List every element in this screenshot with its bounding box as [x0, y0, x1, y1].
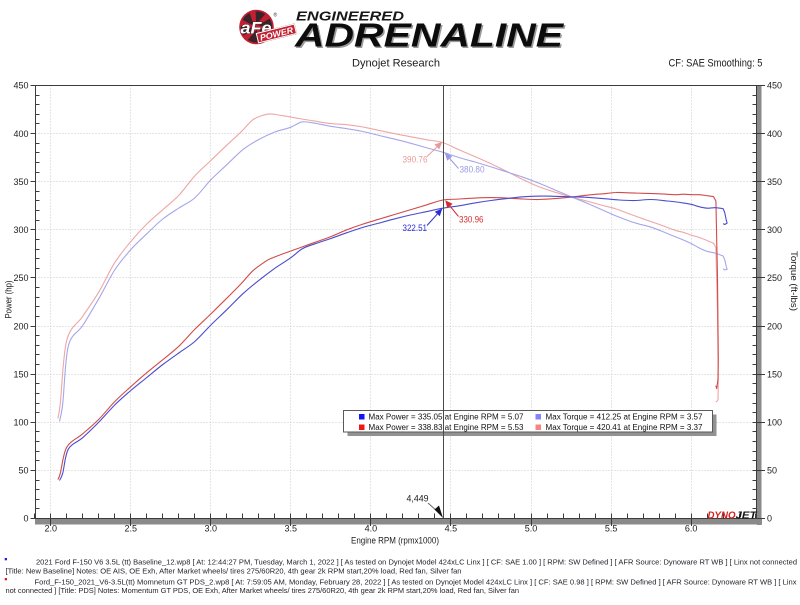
svg-text:350: 350 — [767, 177, 782, 187]
svg-text:ADRENALINE: ADRENALINE — [295, 18, 565, 55]
svg-text:390.76: 390.76 — [403, 155, 428, 166]
svg-text:JET: JET — [736, 510, 759, 522]
svg-text:3.0: 3.0 — [205, 523, 218, 533]
svg-text:250: 250 — [13, 273, 28, 283]
svg-text:400: 400 — [767, 129, 782, 139]
svg-text:350: 350 — [13, 177, 28, 187]
svg-text:4,449: 4,449 — [407, 494, 429, 504]
svg-text:Dynojet Research: Dynojet Research — [352, 58, 440, 70]
svg-text:250: 250 — [767, 273, 782, 283]
svg-text:5.5: 5.5 — [605, 523, 618, 533]
svg-text:ADRENALINE: ADRENALINE — [294, 17, 564, 54]
svg-text:not connected ] [Title: PDS]: not connected ] [Title: PDS] Notes: Mome… — [6, 586, 520, 595]
svg-text:3.5: 3.5 — [285, 523, 298, 533]
svg-text:Max Torque = 412.25 at Engine: Max Torque = 412.25 at Engine RPM = 3.57 — [546, 413, 704, 422]
svg-text:100: 100 — [767, 418, 782, 428]
svg-text:Max Power = 335.05 at Engine R: Max Power = 335.05 at Engine RPM = 5.07 — [369, 413, 525, 422]
svg-text:Engine RPM (rpmx1000): Engine RPM (rpmx1000) — [351, 536, 439, 546]
svg-text:2021 Ford F-150 V6 3.5L (tt) B: 2021 Ford F-150 V6 3.5L (tt) Baseline_12… — [36, 558, 797, 567]
svg-text:200: 200 — [767, 321, 782, 331]
svg-text:322.51: 322.51 — [403, 223, 428, 234]
svg-text:CF: SAE Smoothing: 5: CF: SAE Smoothing: 5 — [669, 58, 763, 70]
svg-text:50: 50 — [18, 466, 28, 476]
svg-text:330.96: 330.96 — [459, 215, 484, 226]
svg-text:ENGINEERED: ENGINEERED — [296, 10, 404, 24]
svg-text:300: 300 — [767, 225, 782, 235]
svg-text:Max Power = 338.83 at Engine R: Max Power = 338.83 at Engine RPM = 5.53 — [369, 423, 525, 432]
svg-text:300: 300 — [13, 225, 28, 235]
svg-text:Ford_F-150_2021_V6-3.5L(tt) Mo: Ford_F-150_2021_V6-3.5L(tt) Momnetum GT … — [35, 578, 797, 587]
svg-text:150: 150 — [767, 369, 782, 379]
svg-text:100: 100 — [13, 418, 28, 428]
svg-text:0: 0 — [767, 514, 772, 524]
svg-text:DYNO: DYNO — [708, 510, 736, 522]
svg-text:4.5: 4.5 — [445, 523, 458, 533]
svg-text:6.0: 6.0 — [685, 523, 698, 533]
svg-text:0: 0 — [23, 514, 28, 524]
svg-text:450: 450 — [13, 81, 28, 91]
svg-text:Max Torque = 420.41 at Engine: Max Torque = 420.41 at Engine RPM = 3.37 — [546, 423, 704, 432]
svg-text:[Title: New Baseline] Notes:: [Title: New Baseline] Notes: OE AIS, OE … — [6, 566, 462, 575]
svg-text:380.80: 380.80 — [460, 165, 485, 176]
svg-text:200: 200 — [13, 321, 28, 331]
svg-text:4.0: 4.0 — [365, 523, 378, 533]
svg-text:Torque (ft-lbs): Torque (ft-lbs) — [789, 251, 799, 311]
svg-text:2.0: 2.0 — [44, 523, 57, 533]
svg-text:450: 450 — [767, 81, 782, 91]
svg-text:5.0: 5.0 — [525, 523, 538, 533]
svg-text:150: 150 — [13, 369, 28, 379]
svg-text:®: ® — [274, 12, 278, 19]
svg-text:2.5: 2.5 — [125, 523, 138, 533]
svg-text:50: 50 — [767, 466, 777, 476]
svg-text:Power (hp): Power (hp) — [4, 280, 14, 318]
svg-text:400: 400 — [13, 129, 28, 139]
